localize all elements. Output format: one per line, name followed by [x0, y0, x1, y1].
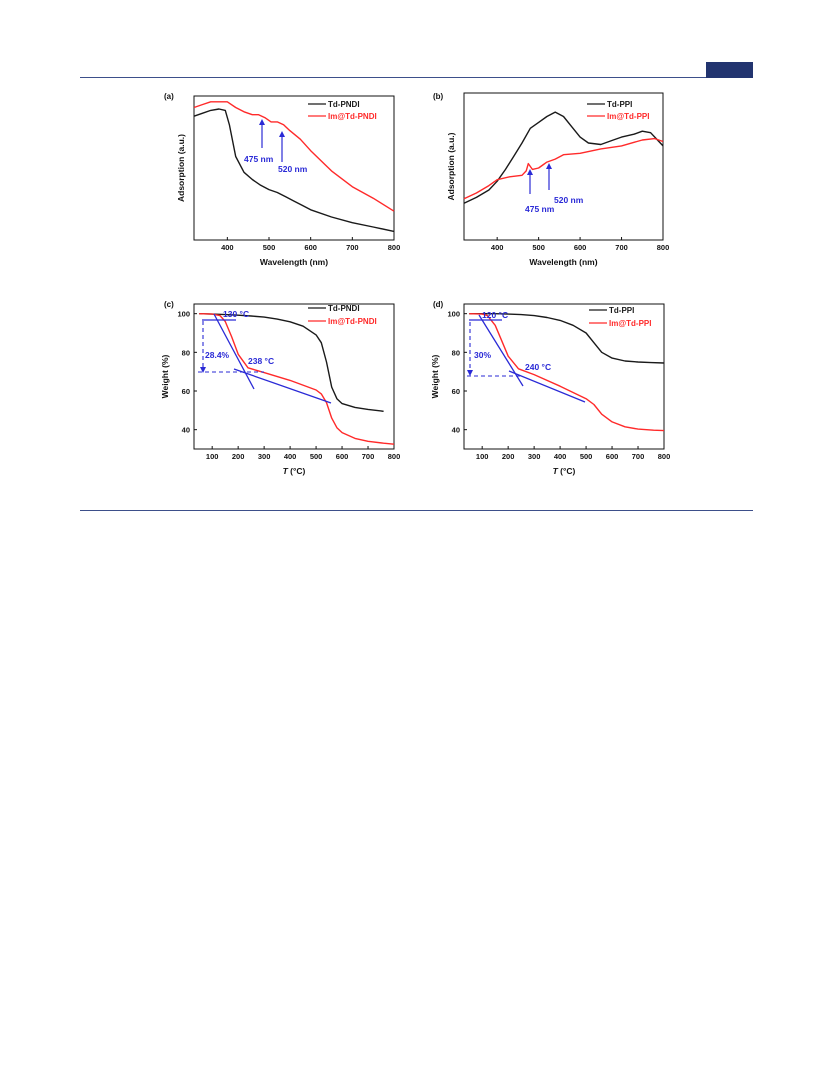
y-axis-label: Adsorption (a.u.): [446, 132, 456, 200]
annotation-second-temp: 238 °C: [248, 356, 274, 366]
slope-tangent: [508, 370, 586, 403]
x-tick-label: 700: [346, 243, 359, 252]
x-tick-label: 700: [615, 243, 628, 252]
legend-label-td-pndi: Td-PNDI: [328, 304, 360, 313]
x-tick-label: 400: [284, 452, 297, 461]
bottom-rule: [80, 510, 753, 511]
panel-label: (a): [164, 92, 174, 101]
x-tick-label: 600: [574, 243, 587, 252]
x-tick-label: 100: [206, 452, 219, 461]
annotation-475nm: 475 nm: [525, 204, 555, 214]
x-tick-label: 600: [336, 452, 349, 461]
legend-label-im-td-pndi: Im@Td-PNDI: [328, 317, 377, 326]
series-line-im-td-pndi: [193, 101, 395, 212]
legend-label-td-ppi: Td-PPI: [609, 306, 634, 315]
step-arrow-head: [467, 370, 473, 376]
panel-label: (d): [433, 300, 444, 309]
legend-label-im-td-pndi: Im@Td-PNDI: [328, 112, 377, 121]
y-axis-label: Weight (%): [430, 354, 440, 398]
annotation-second-temp: 240 °C: [525, 362, 551, 372]
x-tick-label: 800: [388, 243, 401, 252]
x-axis-label: Wavelength (nm): [260, 257, 328, 267]
annotation-475nm: 475 nm: [244, 154, 274, 164]
plot-frame: [193, 303, 395, 450]
plot-frame: [463, 92, 664, 241]
chart-panel-a: (a) 400 500 600 700 800 Wavelength (nm) Adsorp…: [164, 92, 401, 267]
drop-tangent: [213, 313, 255, 390]
y-tick-label: 60: [182, 387, 190, 396]
x-axis-label: T (°C): [283, 466, 306, 476]
page-tab: [706, 62, 753, 78]
arrow-head-475: [259, 119, 265, 125]
plot-frame: [193, 95, 395, 241]
slope-tangent: [233, 368, 332, 404]
y-tick-label: 40: [182, 426, 190, 435]
annotation-520nm: 520 nm: [278, 164, 308, 174]
step-arrow-head: [200, 367, 206, 373]
legend-label-im-td-ppi: Im@Td-PPI: [609, 319, 651, 328]
y-tick-label: 100: [177, 310, 190, 319]
x-tick-label: 300: [528, 452, 541, 461]
arrow-head-475: [527, 169, 533, 175]
arrow-head-520: [279, 131, 285, 137]
x-tick-label: 200: [502, 452, 515, 461]
series-line-im-td-pndi: [199, 313, 395, 445]
y-tick-label: 60: [452, 387, 460, 396]
chart-panel-d: (d) 100 200 300 400 500 600 700 800 40 60 80 100 T (…: [430, 300, 671, 476]
x-tick-label: 300: [258, 452, 271, 461]
series-line-td-pndi: [199, 313, 384, 412]
x-axis-label: Wavelength (nm): [529, 257, 597, 267]
series-line-td-ppi: [463, 111, 664, 204]
series-line-td-ppi: [469, 313, 665, 364]
x-tick-label: 800: [657, 243, 670, 252]
y-tick-label: 100: [447, 310, 460, 319]
y-tick-label: 80: [182, 348, 190, 357]
series-line-im-td-ppi: [463, 137, 664, 200]
y-axis-label: Adsorption (a.u.): [176, 134, 186, 202]
annotation-onset-temp: 130 °C: [223, 309, 249, 319]
x-tick-label: 600: [606, 452, 619, 461]
annotation-weight-loss: 30%: [474, 350, 491, 360]
chart-panel-c: (c) 100 200 300 400 500 600 700 800 40 60 80 100 T (…: [160, 300, 401, 476]
y-tick-label: 80: [452, 348, 460, 357]
x-tick-label: 700: [632, 452, 645, 461]
x-axis-label: T (°C): [553, 466, 576, 476]
x-tick-label: 400: [554, 452, 567, 461]
x-tick-label: 400: [491, 243, 504, 252]
arrow-head-520: [546, 163, 552, 169]
chart-panel-b: (b) 400 500 600 700 800 Wavelength (nm) Adsorp…: [433, 92, 670, 267]
x-tick-label: 600: [304, 243, 317, 252]
series-line-im-td-ppi: [469, 313, 665, 432]
x-tick-label: 700: [362, 452, 375, 461]
panel-label: (c): [164, 300, 174, 309]
x-tick-label: 500: [263, 243, 276, 252]
annotation-weight-loss: 28.4%: [205, 350, 230, 360]
plot-frame: [463, 303, 665, 450]
x-tick-label: 500: [310, 452, 323, 461]
annotation-520nm: 520 nm: [554, 195, 584, 205]
y-axis-label: Weight (%): [160, 354, 170, 398]
x-tick-label: 800: [658, 452, 671, 461]
series-line-td-pndi: [193, 108, 395, 233]
legend-label-td-ppi: Td-PPI: [607, 100, 632, 109]
legend-label-im-td-ppi: Im@Td-PPI: [607, 112, 649, 121]
x-tick-label: 500: [580, 452, 593, 461]
x-tick-label: 400: [221, 243, 234, 252]
annotation-onset-temp: 120 °C: [482, 310, 508, 320]
x-tick-label: 200: [232, 452, 245, 461]
y-tick-label: 40: [452, 426, 460, 435]
legend-label-td-pndi: Td-PNDI: [328, 100, 360, 109]
x-tick-label: 100: [476, 452, 489, 461]
x-tick-label: 500: [532, 243, 545, 252]
x-tick-label: 800: [388, 452, 401, 461]
panel-label: (b): [433, 92, 444, 101]
top-rule: [80, 77, 753, 78]
